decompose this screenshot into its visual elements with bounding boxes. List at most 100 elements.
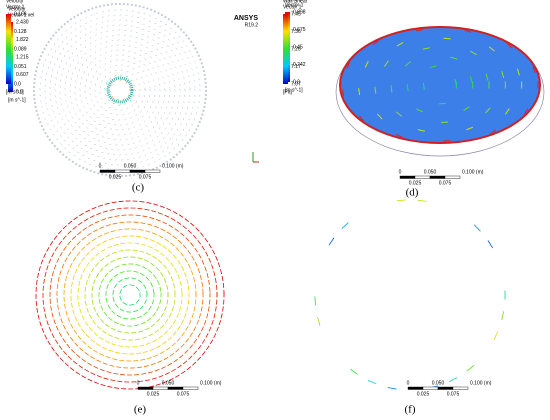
vector <box>53 264 57 270</box>
vector <box>87 232 92 237</box>
vector <box>107 216 113 219</box>
vector <box>367 380 377 385</box>
vector <box>75 34 77 37</box>
vector <box>170 262 174 267</box>
vector <box>175 48 178 50</box>
vector <box>48 326 52 332</box>
vector <box>364 60 369 68</box>
vector <box>110 259 116 263</box>
vector <box>166 45 169 47</box>
vector <box>172 43 175 45</box>
vector <box>140 358 146 361</box>
vector <box>90 99 93 101</box>
vector <box>151 377 157 380</box>
legend-unit: [m s^-1] <box>285 87 303 93</box>
vector <box>166 299 169 305</box>
panel-label: (e) <box>134 404 147 416</box>
vector <box>188 50 191 52</box>
scale-label: 0.075 <box>177 391 190 397</box>
vector <box>134 162 137 165</box>
vector <box>189 332 193 338</box>
vector <box>124 29 127 31</box>
vector <box>198 78 200 81</box>
vector <box>44 84 46 87</box>
vector <box>117 134 120 136</box>
vector <box>181 370 186 375</box>
colorbar-label: 0.675 <box>293 27 306 33</box>
vector <box>44 313 47 319</box>
vector <box>60 103 63 106</box>
vector <box>119 9 123 11</box>
vector <box>160 252 165 257</box>
vector <box>145 342 151 345</box>
vector <box>38 266 41 272</box>
vector <box>139 88 141 92</box>
vector <box>165 256 170 262</box>
scale-label: 0.100 (m) <box>200 380 222 386</box>
vector <box>151 232 157 235</box>
vector <box>157 259 163 264</box>
vector <box>125 14 128 16</box>
vector <box>142 70 145 72</box>
vector <box>143 311 148 316</box>
vector <box>406 84 409 92</box>
vector <box>79 212 84 217</box>
vector <box>450 56 458 60</box>
vector <box>80 274 83 280</box>
vector <box>118 250 124 252</box>
vector <box>50 277 53 283</box>
panel-label: (d) <box>406 187 419 199</box>
vector <box>99 353 105 357</box>
vector <box>108 10 111 12</box>
vector <box>140 161 143 163</box>
vector <box>208 326 212 332</box>
vector <box>67 251 72 257</box>
scale-label: 0.025 <box>109 174 122 180</box>
vector <box>106 371 112 374</box>
vector <box>139 305 144 310</box>
vector <box>191 313 194 319</box>
vector <box>208 257 212 263</box>
vector <box>193 276 196 282</box>
vector <box>136 315 142 319</box>
vector <box>485 73 489 81</box>
vector <box>60 318 63 324</box>
scale-bar <box>152 386 169 390</box>
vector <box>115 144 118 146</box>
vector <box>493 331 499 340</box>
vector <box>125 19 128 21</box>
vector <box>50 119 53 122</box>
vector <box>67 128 70 131</box>
vector <box>90 372 96 376</box>
vector <box>201 259 205 265</box>
vector <box>95 34 97 36</box>
vector <box>41 327 45 333</box>
vector <box>62 47 64 50</box>
vector <box>182 40 185 42</box>
vector <box>163 356 169 361</box>
vector <box>90 123 93 126</box>
vector <box>207 306 210 312</box>
vector <box>157 280 160 286</box>
vector <box>85 16 87 19</box>
vector <box>60 143 63 145</box>
vector <box>109 60 112 63</box>
colorbar-label: 0.0 <box>293 79 300 85</box>
vector <box>184 349 189 354</box>
vector <box>118 104 121 106</box>
vector <box>162 381 168 384</box>
vector <box>146 356 152 360</box>
vector <box>98 204 104 207</box>
vector <box>157 121 159 124</box>
vector <box>184 257 188 263</box>
vector <box>74 121 77 124</box>
vector <box>346 61 350 69</box>
legend-title: Velocity <box>6 0 24 4</box>
legend-subtitle: Vector 1 <box>283 4 302 10</box>
vector <box>45 102 47 105</box>
vector <box>56 283 59 289</box>
vector <box>404 61 411 67</box>
vector <box>51 271 54 277</box>
vector <box>113 139 116 141</box>
vector <box>141 266 147 270</box>
